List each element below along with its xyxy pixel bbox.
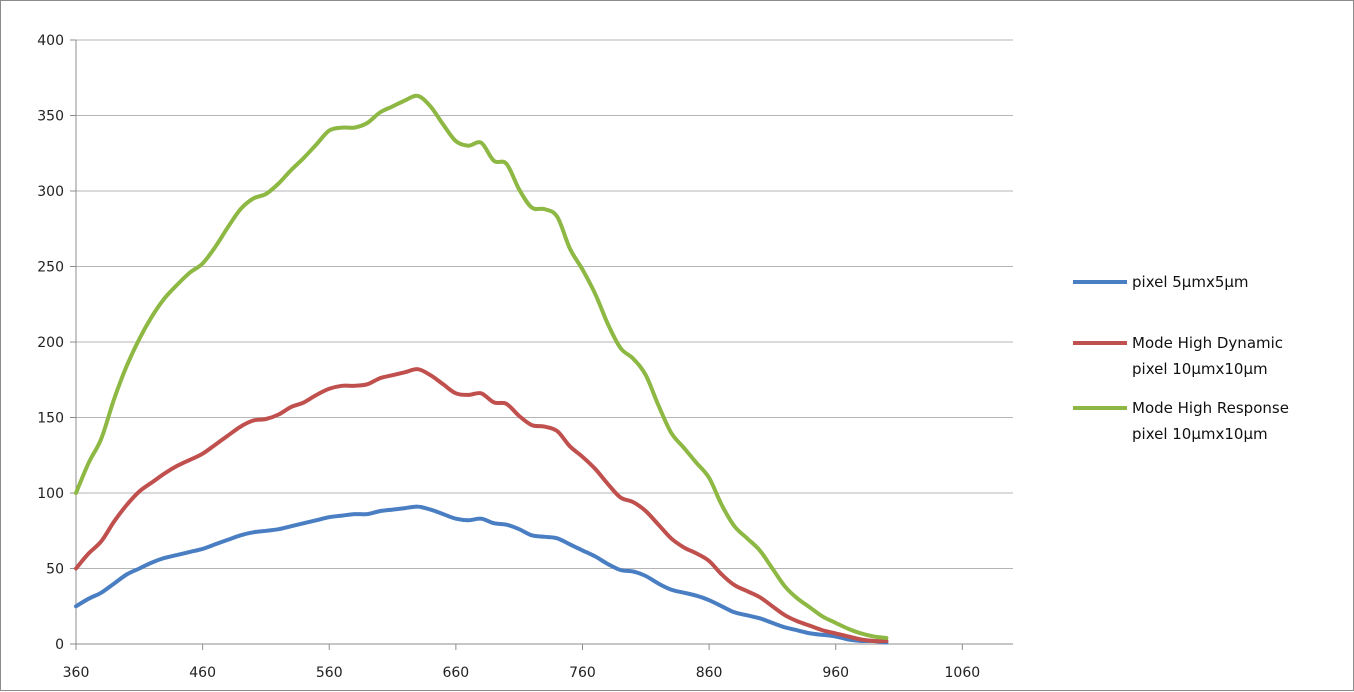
y-tick-label: 200: [37, 335, 64, 351]
x-tick-label: 360: [63, 665, 90, 681]
y-tick-label: 300: [37, 184, 64, 200]
legend-label-line2: pixel 10µmx10µm: [1132, 360, 1268, 378]
x-tick-label: 1060: [945, 665, 981, 681]
x-tick-label: 660: [442, 665, 469, 681]
x-tick-label: 460: [189, 665, 216, 681]
y-tick-label: 150: [37, 411, 64, 427]
x-tick-label: 560: [316, 665, 343, 681]
y-tick-label: 250: [37, 260, 64, 276]
series-line-pixel-5-mx5-m: [74, 504, 889, 645]
y-axis-ticks: 0 50 100 150 200 250 300 350 400: [37, 33, 76, 653]
series-lines: [74, 93, 889, 645]
legend-label: Mode High Dynamic: [1132, 334, 1283, 352]
y-tick-label: 350: [37, 109, 64, 125]
gridlines: [76, 39, 1013, 569]
x-tick-label: 760: [569, 665, 596, 681]
series-line-mode-high-dynamic-pixel-10-mx10-m: [74, 367, 889, 644]
x-axis-ticks: 360 460 560 660 760 860 960 1060: [63, 644, 981, 681]
series-line-mode-high-response-pixel-10-mx10-m: [74, 93, 889, 640]
y-tick-label: 400: [37, 33, 64, 49]
legend: pixel 5µmx5µm Mode High Dynamic pixel 10µm…: [1073, 273, 1289, 443]
x-tick-label: 960: [822, 665, 849, 681]
y-tick-label: 0: [55, 637, 64, 653]
y-tick-label: 100: [37, 486, 64, 502]
x-tick-label: 860: [696, 665, 723, 681]
legend-label-line2: pixel 10µmx10µm: [1132, 425, 1268, 443]
legend-label: Mode High Response: [1132, 399, 1289, 417]
legend-label: pixel 5µmx5µm: [1132, 273, 1249, 291]
y-tick-label: 50: [46, 562, 64, 578]
